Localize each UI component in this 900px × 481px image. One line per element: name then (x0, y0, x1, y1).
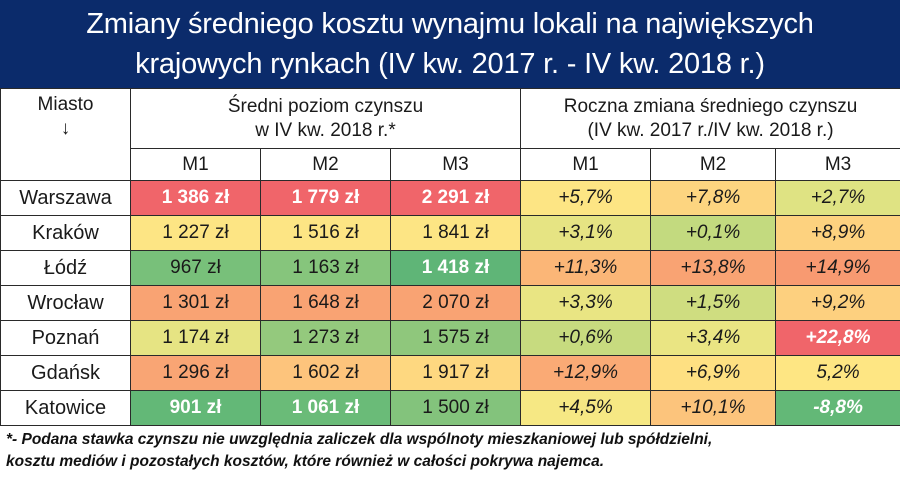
change-value-cell: +13,8% (650, 250, 777, 286)
change-value-cell: -8,8% (775, 390, 900, 426)
avg-rent-header-line-2: w IV kw. 2018 r.* (255, 119, 396, 141)
rent-value-cell: 1 418 zł (389, 250, 522, 286)
table-row: Wrocław 1 301 zł 1 648 zł 2 070 zł +3,3% +1,5… (0, 285, 900, 321)
table-row: Gdańsk 1 296 zł 1 602 zł 1 917 zł +12,9% +6,9… (0, 355, 900, 391)
footnote: *- Podana stawka czynszu nie uwzględnia … (0, 426, 900, 476)
change-value-cell: +6,9% (650, 355, 777, 391)
change-value-cell: +3,4% (650, 320, 777, 356)
rent-value-cell: 1 500 zł (389, 390, 522, 426)
rent-table: Miasto ↓ Średni poziom czynszu w IV kw. … (0, 88, 900, 426)
city-header-label: Miasto (37, 94, 94, 115)
rent-value-cell: 1 174 zł (130, 320, 261, 356)
city-name: Kraków (0, 215, 131, 251)
change-value-cell: +3,3% (520, 285, 652, 321)
rent-value-cell: 2 070 zł (389, 285, 522, 321)
down-arrow-icon: ↓ (60, 118, 71, 139)
change-value-cell: +12,9% (520, 355, 652, 391)
table-row: Łódź 967 zł 1 163 zł 1 418 zł +11,3% +13,8% +1… (0, 250, 900, 286)
chart-title: Zmiany średniego kosztu wynajmu lokali n… (0, 0, 900, 88)
city-name: Poznań (0, 320, 131, 356)
rent-value-cell: 1 227 zł (130, 215, 261, 251)
table-row: Warszawa 1 386 zł 1 779 zł 2 291 zł +5,7% +7,… (0, 180, 900, 216)
title-line-2: krajowych rynkach (IV kw. 2017 r. - IV k… (135, 48, 765, 80)
subheader-m2-rent: M2 (260, 148, 391, 181)
rent-value-cell: 967 zł (130, 250, 261, 286)
table-row: Kraków 1 227 zł 1 516 zł 1 841 zł +3,1% +0,1%… (0, 215, 900, 251)
avg-rent-header-line-1: Średni poziom czynszu (227, 95, 424, 117)
rent-value-cell: 2 291 zł (389, 180, 522, 216)
rent-value-cell: 901 zł (130, 390, 261, 426)
rent-value-cell: 1 779 zł (260, 180, 391, 216)
change-value-cell: +9,2% (775, 285, 900, 321)
change-value-cell: +14,9% (775, 250, 900, 286)
city-name: Łódź (0, 250, 131, 286)
subheader-m3-change: M3 (775, 148, 900, 181)
change-value-cell: +22,8% (775, 320, 900, 356)
annual-change-group-header: Roczna zmiana średniego czynszu (IV kw. … (520, 88, 900, 149)
city-name: Gdańsk (0, 355, 131, 391)
city-name: Katowice (0, 390, 131, 426)
rent-value-cell: 1 273 zł (260, 320, 391, 356)
rent-value-cell: 1 841 zł (389, 215, 522, 251)
subheader-m1-rent: M1 (130, 148, 261, 181)
change-value-cell: +7,8% (650, 180, 777, 216)
subheader-m1-change: M1 (520, 148, 652, 181)
annual-change-header-line-1: Roczna zmiana średniego czynszu (563, 95, 858, 117)
rent-value-cell: 1 061 zł (260, 390, 391, 426)
change-value-cell: +8,9% (775, 215, 900, 251)
rent-value-cell: 1 575 zł (389, 320, 522, 356)
change-value-cell: 5,2% (775, 355, 900, 391)
change-value-cell: +0,1% (650, 215, 777, 251)
rent-value-cell: 1 386 zł (130, 180, 261, 216)
change-value-cell: +10,1% (650, 390, 777, 426)
change-value-cell: +2,7% (775, 180, 900, 216)
rent-value-cell: 1 516 zł (260, 215, 391, 251)
footnote-line-1: *- Podana stawka czynszu nie uwzględnia … (6, 431, 713, 448)
rent-value-cell: 1 648 zł (260, 285, 391, 321)
avg-rent-group-header: Średni poziom czynszu w IV kw. 2018 r.* (129, 88, 522, 149)
annual-change-header-line-2: (IV kw. 2017 r./IV kw. 2018 r.) (587, 119, 834, 141)
change-value-cell: +0,6% (520, 320, 652, 356)
table-row: Poznań 1 174 zł 1 273 zł 1 575 zł +0,6% +3,4%… (0, 320, 900, 356)
change-value-cell: +11,3% (520, 250, 652, 286)
city-column-header: Miasto ↓ (0, 88, 131, 181)
rent-value-cell: 1 602 zł (260, 355, 391, 391)
city-name: Warszawa (0, 180, 131, 216)
change-value-cell: +5,7% (520, 180, 652, 216)
table-row: Katowice 901 zł 1 061 zł 1 500 zł +4,5% +10,1… (0, 390, 900, 426)
change-value-cell: +4,5% (520, 390, 652, 426)
city-name: Wrocław (0, 285, 131, 321)
rent-value-cell: 1 296 zł (130, 355, 261, 391)
title-line-1: Zmiany średniego kosztu wynajmu lokali n… (86, 8, 814, 40)
subheader-m3-rent: M3 (389, 148, 522, 181)
rent-value-cell: 1 917 zł (389, 355, 522, 391)
change-value-cell: +3,1% (520, 215, 652, 251)
change-value-cell: +1,5% (650, 285, 777, 321)
subheader-m2-change: M2 (650, 148, 777, 181)
rent-value-cell: 1 163 zł (260, 250, 391, 286)
rent-value-cell: 1 301 zł (130, 285, 261, 321)
footnote-line-2: kosztu mediów i pozostałych kosztów, któ… (6, 453, 605, 470)
